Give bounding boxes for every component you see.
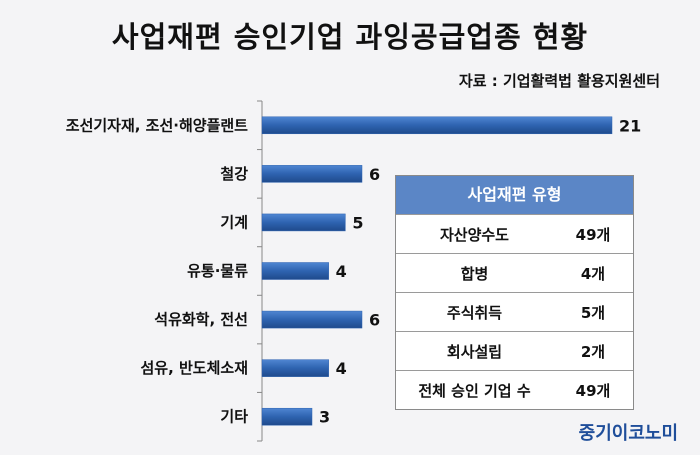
table-row: 전체 승인 기업 수 49개 bbox=[396, 370, 633, 409]
source-note: 자료 : 기업활력법 활용지원센터 bbox=[458, 72, 660, 90]
category-label: 기계 bbox=[220, 213, 248, 231]
value-label: 4 bbox=[336, 359, 347, 378]
category-label: 기타 bbox=[220, 408, 248, 426]
value-label: 6 bbox=[369, 311, 380, 330]
table-header: 사업재편 유형 bbox=[396, 176, 633, 214]
row-name: 주식취득 bbox=[446, 303, 503, 322]
table-row: 자산양수도 49개 bbox=[396, 214, 633, 253]
category-label: 섬유, 반도체소재 bbox=[140, 359, 248, 377]
value-label: 4 bbox=[336, 262, 347, 281]
row-count: 49개 bbox=[575, 381, 611, 400]
bar bbox=[261, 262, 329, 280]
row-name: 전체 승인 기업 수 bbox=[418, 381, 531, 400]
restructuring-type-table: 사업재편 유형 자산양수도 49개 합병 4개 주식취득 5개 회사설립 2개 … bbox=[395, 175, 634, 410]
value-label: 5 bbox=[352, 213, 363, 232]
row-count: 4개 bbox=[580, 264, 606, 283]
value-label: 3 bbox=[319, 408, 330, 427]
table-row: 회사설립 2개 bbox=[396, 331, 633, 370]
row-count: 49개 bbox=[575, 225, 611, 244]
row-count: 5개 bbox=[580, 303, 606, 322]
chart-title: 사업재편 승인기업 과잉공급업종 현황 bbox=[111, 20, 589, 54]
table-row: 주식취득 5개 bbox=[396, 292, 633, 331]
category-label: 석유화학, 전선 bbox=[154, 311, 248, 329]
bar bbox=[261, 116, 613, 135]
row-name: 자산양수도 bbox=[439, 225, 509, 244]
row-name: 회사설립 bbox=[446, 342, 503, 361]
value-label: 21 bbox=[619, 116, 641, 135]
bar bbox=[261, 165, 363, 183]
bar bbox=[261, 213, 346, 232]
bar bbox=[261, 310, 363, 329]
bar bbox=[261, 359, 329, 377]
category-label: 철강 bbox=[220, 165, 248, 183]
category-label: 유통·물류 bbox=[187, 262, 248, 280]
bar bbox=[261, 407, 313, 426]
brand-logo-text: 중기이코노미 bbox=[578, 423, 678, 444]
row-name: 합병 bbox=[460, 264, 489, 283]
category-label: 조선기자재, 조선·해양플랜트 bbox=[66, 116, 248, 134]
row-count: 2개 bbox=[580, 342, 606, 361]
table-row: 합병 4개 bbox=[396, 253, 633, 292]
value-label: 6 bbox=[369, 165, 380, 184]
